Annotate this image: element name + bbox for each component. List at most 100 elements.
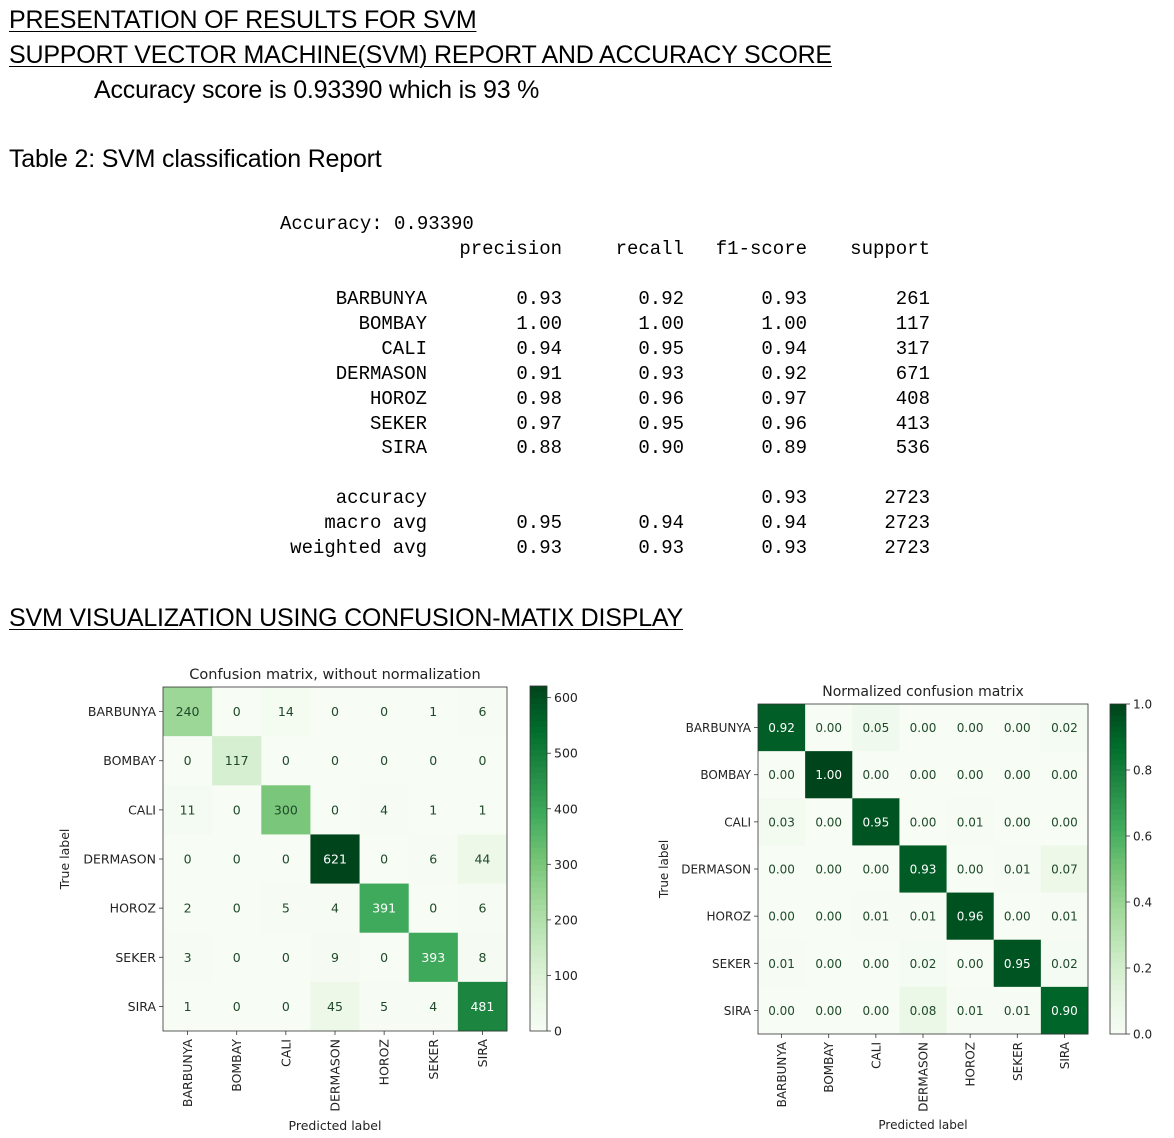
colorbar-segment bbox=[1110, 1012, 1126, 1019]
colorbar-segment bbox=[1110, 764, 1126, 771]
cell-value-label: 0 bbox=[331, 802, 339, 817]
y-tick-label: SIRA bbox=[724, 1004, 752, 1018]
heatmap-cell bbox=[359, 736, 410, 786]
colorbar-segment bbox=[1110, 973, 1126, 980]
cell-value-label: 0.00 bbox=[815, 910, 842, 924]
colorbar-segment bbox=[530, 829, 547, 837]
colorbar-segment bbox=[1110, 852, 1126, 859]
colorbar-segment bbox=[1110, 962, 1126, 969]
heatmap-cell bbox=[993, 986, 1042, 1035]
report-label: BOMBAY bbox=[358, 312, 427, 335]
heatmap-cell bbox=[408, 883, 459, 934]
report-recall: 1.00 bbox=[638, 312, 684, 335]
report-support: 671 bbox=[895, 362, 930, 385]
colorbar-tick-label: 400 bbox=[554, 801, 578, 816]
cell-value-label: 240 bbox=[176, 704, 200, 719]
colorbar-segment bbox=[530, 732, 547, 739]
y-tick-label: DERMASON bbox=[681, 863, 751, 877]
colorbar-segment bbox=[1110, 1023, 1126, 1030]
cell-value-label: 6 bbox=[429, 852, 437, 867]
colorbar-segment bbox=[1110, 726, 1126, 733]
colorbar-segment bbox=[530, 967, 547, 975]
heatmap-cell bbox=[946, 845, 995, 894]
heatmap-cell bbox=[163, 687, 213, 737]
colorbar-segment bbox=[530, 743, 547, 750]
cell-value-label: 0.02 bbox=[1051, 957, 1078, 971]
heatmap-cell bbox=[310, 687, 361, 737]
heatmap-cell bbox=[408, 687, 459, 737]
cell-value-label: 45 bbox=[327, 999, 343, 1014]
heatmap-cell bbox=[359, 785, 410, 835]
colorbar-segment bbox=[530, 985, 547, 992]
colorbar-segment bbox=[1110, 814, 1126, 821]
x-tick-label: DERMASON bbox=[328, 1039, 343, 1112]
heatmap-cell bbox=[359, 883, 410, 934]
cell-value-label: 0 bbox=[478, 753, 486, 768]
colorbar-tick-label: 500 bbox=[554, 746, 578, 761]
colorbar-segment bbox=[530, 973, 547, 980]
heatmap-cell bbox=[310, 785, 361, 835]
cell-value-label: 0.00 bbox=[815, 721, 842, 735]
colorbar-segment bbox=[1110, 737, 1126, 744]
colorbar-segment bbox=[530, 916, 547, 923]
heatmap-cell bbox=[261, 981, 311, 1032]
cell-value-label: 0.08 bbox=[910, 1004, 937, 1018]
cell-value-label: 0 bbox=[282, 753, 290, 768]
cell-value-label: 8 bbox=[478, 950, 486, 965]
colorbar-tick-label: 100 bbox=[554, 968, 578, 983]
section-title: PRESENTATION OF RESULTS FOR SVM bbox=[9, 6, 477, 34]
report-f1: 0.94 bbox=[761, 337, 807, 360]
cell-value-label: 0 bbox=[233, 999, 241, 1014]
x-tick-label: BOMBAY bbox=[229, 1039, 244, 1092]
cell-value-label: 0.01 bbox=[1004, 863, 1031, 877]
heatmap-cell bbox=[852, 845, 900, 894]
report-precision: 0.97 bbox=[516, 412, 562, 435]
heatmap-cell bbox=[261, 834, 311, 885]
colorbar-segment bbox=[1110, 913, 1126, 920]
colorbar-segment bbox=[530, 858, 547, 865]
heatmap-cell bbox=[408, 834, 459, 885]
report-support: 261 bbox=[895, 288, 930, 310]
report-recall: 0.90 bbox=[638, 437, 684, 460]
report-precision: 0.94 bbox=[516, 337, 562, 360]
heatmap-cell bbox=[899, 798, 948, 846]
cell-value-label: 0 bbox=[282, 852, 290, 867]
y-axis-label: True label bbox=[57, 829, 72, 891]
heatmap-cell bbox=[946, 704, 995, 752]
colorbar-segment bbox=[530, 990, 547, 998]
colorbar-tick-label: 0.4 bbox=[1133, 896, 1152, 910]
colorbar-segment bbox=[530, 801, 547, 808]
cell-value-label: 11 bbox=[180, 802, 196, 817]
heatmap-cell bbox=[899, 751, 948, 799]
colorbar-segment bbox=[530, 778, 547, 785]
report-support: 536 bbox=[895, 437, 930, 460]
cell-value-label: 0 bbox=[429, 901, 437, 916]
heatmap-cell bbox=[310, 981, 361, 1032]
colorbar-segment bbox=[1110, 748, 1126, 755]
colorbar-segment bbox=[1110, 1028, 1126, 1035]
heatmap-cell bbox=[993, 798, 1042, 846]
y-tick-label: HOROZ bbox=[707, 910, 751, 924]
classification-report: Accuracy: 0.93390 precision recall f1-sc… bbox=[280, 212, 940, 562]
colorbar-segment bbox=[1110, 869, 1126, 876]
heatmap-cell bbox=[993, 751, 1042, 799]
colorbar-segment bbox=[530, 904, 547, 911]
cell-value-label: 0.00 bbox=[1004, 768, 1031, 782]
cell-value-label: 0.00 bbox=[862, 1004, 889, 1018]
colorbar-segment bbox=[530, 818, 547, 825]
heatmap-cell bbox=[408, 785, 459, 835]
report-support: 413 bbox=[895, 412, 930, 435]
colorbar-segment bbox=[530, 812, 547, 819]
report-title: SUPPORT VECTOR MACHINE(SVM) REPORT AND A… bbox=[9, 41, 832, 69]
x-axis-label: Predicted label bbox=[878, 1118, 967, 1132]
heatmap-cell bbox=[310, 883, 361, 934]
report-precision: 0.93 bbox=[516, 536, 562, 559]
cell-value-label: 1 bbox=[429, 802, 437, 817]
heatmap-cell bbox=[261, 736, 311, 786]
heatmap-cell bbox=[946, 798, 995, 846]
cell-value-label: 0 bbox=[331, 704, 339, 719]
colorbar-segment bbox=[530, 824, 547, 831]
colorbar-segment bbox=[530, 939, 547, 946]
colorbar-segment bbox=[530, 933, 547, 940]
cell-value-label: 4 bbox=[380, 802, 388, 817]
